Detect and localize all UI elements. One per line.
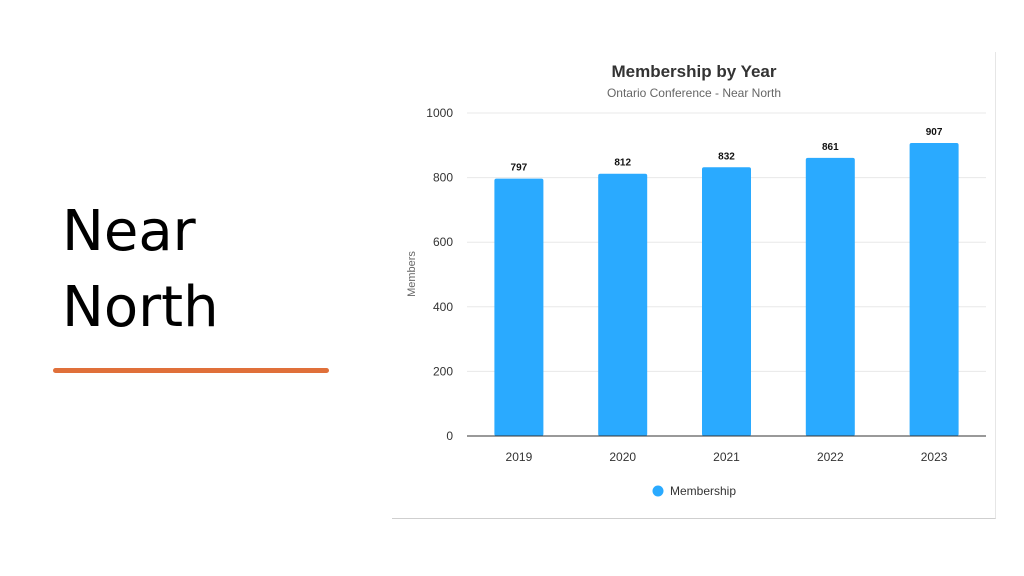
slide-title: Near North: [62, 194, 362, 346]
y-axis-label: Members: [406, 251, 418, 297]
bar-2023[interactable]: [909, 143, 959, 436]
chart-card: Membership by Year Ontario Conference - …: [392, 52, 996, 519]
membership-bar-chart: Membership by Year Ontario Conference - …: [406, 62, 986, 498]
x-tick-label-2023: 2023: [921, 450, 948, 464]
y-tick-label: 400: [433, 300, 453, 314]
bar-2022[interactable]: [805, 157, 855, 436]
legend[interactable]: Membership: [652, 484, 737, 498]
slide-title-line-1: Near: [62, 199, 196, 264]
x-tick-label-2019: 2019: [506, 450, 533, 464]
accent-divider: [53, 368, 329, 373]
x-axis-ticks: 2019 2020 2021 2022 2023: [506, 450, 948, 464]
slide-title-line-2: North: [62, 275, 219, 340]
legend-label-membership: Membership: [670, 484, 736, 498]
data-label-2022: 861: [822, 142, 839, 153]
data-labels: 797 812 832 861 907: [511, 127, 943, 174]
bar-2019[interactable]: [494, 178, 544, 436]
y-tick-label: 600: [433, 235, 453, 249]
x-tick-label-2022: 2022: [817, 450, 844, 464]
y-tick-label: 0: [446, 429, 453, 443]
data-label-2023: 907: [926, 127, 943, 138]
y-tick-label: 200: [433, 364, 453, 378]
x-tick-label-2021: 2021: [713, 450, 740, 464]
data-label-2021: 832: [718, 151, 735, 162]
y-axis-ticks: 0 200 400 600 800 1000: [426, 106, 453, 443]
data-label-2020: 812: [614, 158, 631, 169]
y-tick-label: 800: [433, 171, 453, 185]
chart-subtitle: Ontario Conference - Near North: [607, 86, 781, 100]
data-label-2019: 797: [511, 163, 528, 174]
y-tick-label: 1000: [426, 106, 453, 120]
bar-2020[interactable]: [598, 173, 648, 436]
bar-2021[interactable]: [702, 167, 751, 436]
chart-title: Membership by Year: [611, 62, 776, 81]
x-tick-label-2020: 2020: [609, 450, 636, 464]
legend-swatch: [652, 485, 664, 497]
bars: [494, 143, 959, 436]
